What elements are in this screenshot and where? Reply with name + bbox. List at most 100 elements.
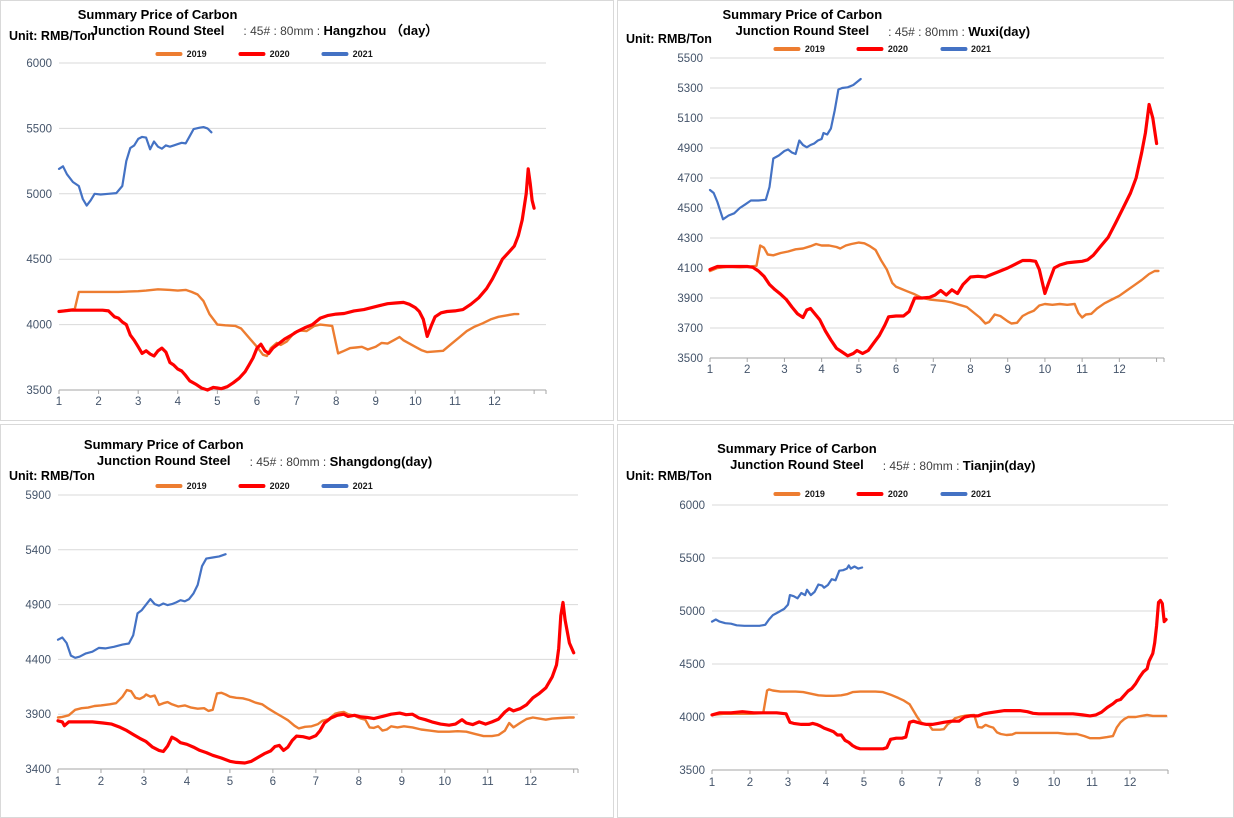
- svg-text:3: 3: [781, 364, 787, 376]
- svg-text:6000: 6000: [26, 58, 52, 70]
- legend-line-2019-icon: [773, 492, 801, 496]
- legend-label-2021: 2021: [352, 481, 373, 491]
- svg-text:3: 3: [135, 396, 141, 408]
- svg-text:6: 6: [893, 364, 899, 376]
- svg-text:4000: 4000: [26, 320, 52, 332]
- svg-text:6: 6: [254, 396, 260, 408]
- legend-label-2019: 2019: [804, 489, 825, 499]
- svg-text:1: 1: [55, 776, 61, 788]
- svg-text:10: 10: [409, 396, 422, 408]
- svg-text:9: 9: [1005, 364, 1011, 376]
- svg-text:4900: 4900: [25, 600, 51, 612]
- legend-item-2021: 2021: [936, 489, 994, 499]
- svg-text:3: 3: [141, 776, 147, 788]
- svg-text:4500: 4500: [26, 254, 52, 266]
- svg-text:5: 5: [861, 777, 867, 789]
- unit-label: Unit: RMB/Ton: [626, 32, 712, 46]
- legend-line-2019-icon: [155, 484, 183, 488]
- svg-text:4: 4: [823, 777, 830, 789]
- svg-text:3900: 3900: [677, 293, 703, 305]
- svg-text:11: 11: [482, 776, 494, 788]
- svg-text:4500: 4500: [677, 203, 703, 215]
- svg-text:4900: 4900: [677, 143, 703, 155]
- chart-panel-shangdong: Summary Price of Carbon Junction Round S…: [0, 424, 614, 818]
- svg-text:3400: 3400: [25, 764, 51, 776]
- legend-line-2020-icon: [856, 47, 884, 51]
- svg-text:3500: 3500: [26, 385, 52, 397]
- svg-text:4100: 4100: [677, 263, 703, 275]
- legend-item-2019: 2019: [152, 481, 210, 491]
- legend-line-2019-icon: [773, 47, 801, 51]
- svg-text:11: 11: [1076, 364, 1088, 376]
- svg-text:4700: 4700: [677, 173, 703, 185]
- legend-label-2019: 2019: [186, 49, 207, 59]
- svg-text:10: 10: [1048, 777, 1061, 789]
- legend-label-2020: 2020: [269, 481, 290, 491]
- svg-text:11: 11: [1086, 777, 1098, 789]
- legend: 2019 2020 2021: [770, 44, 994, 54]
- svg-text:12: 12: [1113, 364, 1126, 376]
- svg-text:4400: 4400: [25, 654, 51, 666]
- legend-item-2019: 2019: [152, 49, 210, 59]
- legend-label-2019: 2019: [804, 44, 825, 54]
- legend: 2019 2020 2021: [152, 481, 376, 491]
- svg-text:5000: 5000: [26, 189, 52, 201]
- legend-label-2020: 2020: [887, 44, 908, 54]
- svg-text:3500: 3500: [677, 353, 703, 365]
- svg-text:5400: 5400: [25, 545, 51, 557]
- svg-text:10: 10: [438, 776, 451, 788]
- svg-text:9: 9: [373, 396, 379, 408]
- svg-text:8: 8: [356, 776, 362, 788]
- svg-text:12: 12: [488, 396, 501, 408]
- svg-text:10: 10: [1039, 364, 1052, 376]
- legend: 2019 2020 2021: [152, 49, 376, 59]
- legend-item-2021: 2021: [936, 44, 994, 54]
- unit-label: Unit: RMB/Ton: [626, 469, 712, 483]
- svg-text:12: 12: [1124, 777, 1137, 789]
- legend-item-2020: 2020: [235, 481, 293, 491]
- legend-line-2020-icon: [238, 484, 266, 488]
- legend-label-2021: 2021: [970, 489, 991, 499]
- svg-text:5: 5: [214, 396, 220, 408]
- svg-text:3: 3: [785, 777, 791, 789]
- legend-line-2019-icon: [155, 52, 183, 56]
- svg-text:4000: 4000: [679, 712, 705, 724]
- legend-label-2021: 2021: [970, 44, 991, 54]
- svg-text:6: 6: [899, 777, 905, 789]
- svg-text:1: 1: [709, 777, 715, 789]
- svg-text:9: 9: [399, 776, 405, 788]
- svg-text:9: 9: [1013, 777, 1019, 789]
- svg-text:1: 1: [707, 364, 713, 376]
- svg-text:1: 1: [56, 396, 62, 408]
- svg-text:4: 4: [818, 364, 825, 376]
- svg-text:5000: 5000: [679, 606, 705, 618]
- svg-text:6000: 6000: [679, 500, 705, 512]
- legend-label-2019: 2019: [186, 481, 207, 491]
- svg-text:12: 12: [524, 776, 537, 788]
- legend-line-2020-icon: [856, 492, 884, 496]
- chart-panel-wuxi: Summary Price of Carbon Junction Round S…: [617, 0, 1234, 421]
- legend-label-2020: 2020: [887, 489, 908, 499]
- svg-text:8: 8: [975, 777, 981, 789]
- svg-text:7: 7: [313, 776, 319, 788]
- svg-text:8: 8: [967, 364, 973, 376]
- chart-panel-tianjin: Summary Price of Carbon Junction Round S…: [617, 424, 1234, 818]
- svg-text:5100: 5100: [677, 113, 703, 125]
- svg-text:5: 5: [856, 364, 862, 376]
- legend-label-2021: 2021: [352, 49, 373, 59]
- legend-item-2020: 2020: [853, 489, 911, 499]
- unit-label: Unit: RMB/Ton: [9, 469, 95, 483]
- line-chart-wuxi: 5500 5300 5100 4900 4700 4500 4300 4100 3900 3700…: [677, 53, 1165, 376]
- svg-text:2: 2: [744, 364, 750, 376]
- svg-text:4500: 4500: [679, 659, 705, 671]
- legend-item-2019: 2019: [770, 489, 828, 499]
- legend-item-2021: 2021: [318, 481, 376, 491]
- svg-text:2: 2: [95, 396, 101, 408]
- legend-line-2021-icon: [939, 47, 967, 51]
- svg-text:6: 6: [270, 776, 276, 788]
- svg-text:7: 7: [930, 364, 936, 376]
